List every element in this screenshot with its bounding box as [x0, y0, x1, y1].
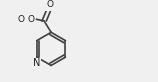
- Text: O: O: [27, 15, 35, 24]
- Text: N: N: [33, 58, 40, 68]
- Text: O: O: [47, 0, 54, 9]
- Text: O: O: [18, 15, 25, 24]
